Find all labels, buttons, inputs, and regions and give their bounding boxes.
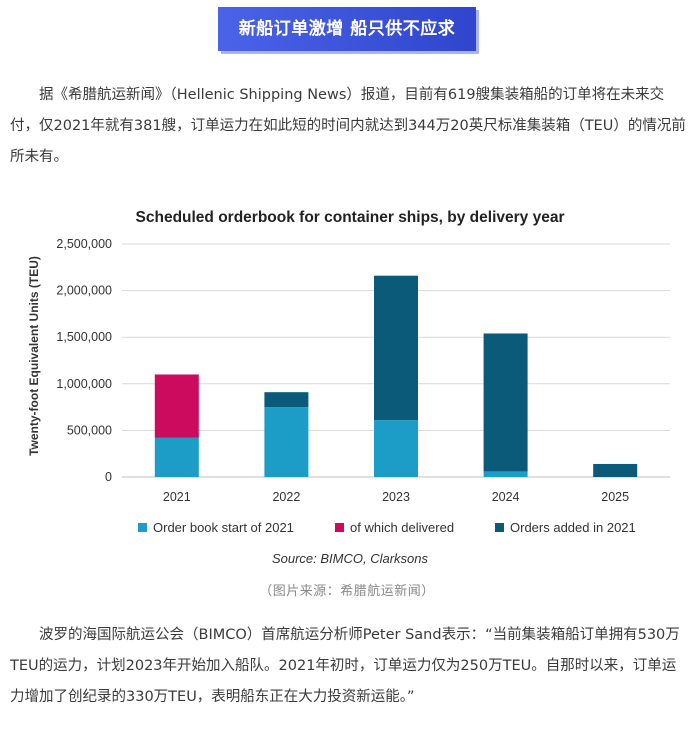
y-tick-label: 500,000 bbox=[67, 423, 112, 437]
headline-banner: 新船订单激增 船只供不应求 bbox=[218, 7, 476, 51]
image-caption: （图片来源：希腊航运新闻） bbox=[259, 584, 435, 599]
y-tick-label: 0 bbox=[105, 470, 112, 484]
x-tick-label: 2021 bbox=[163, 490, 191, 504]
legend-label: Order book start of 2021 bbox=[153, 520, 294, 535]
bar-segment bbox=[593, 463, 638, 477]
legend-label: of which delivered bbox=[350, 520, 454, 535]
bar-segment bbox=[483, 333, 528, 472]
legend-swatch bbox=[138, 523, 147, 532]
legend-swatch bbox=[495, 523, 504, 532]
x-tick-label: 2024 bbox=[492, 490, 520, 504]
x-tick-label: 2025 bbox=[601, 490, 629, 504]
bar-segment bbox=[154, 374, 199, 438]
headline-title: 新船订单激增 船只供不应求 bbox=[238, 19, 456, 39]
x-tick-label: 2022 bbox=[272, 490, 300, 504]
bar-segment bbox=[483, 471, 528, 477]
intro-paragraph: 据《希腊航运新闻》（Hellenic Shipping News）报道，目前有6… bbox=[10, 87, 686, 165]
bar-segment bbox=[374, 275, 418, 421]
legend-label: Orders added in 2021 bbox=[510, 520, 636, 535]
bar-segment bbox=[154, 437, 199, 477]
chart-source: Source: BIMCO, Clarksons bbox=[272, 551, 429, 566]
orderbook-chart: Scheduled orderbook for container ships,… bbox=[27, 209, 670, 566]
y-tick-label: 2,500,000 bbox=[56, 237, 112, 251]
y-tick-label: 1,500,000 bbox=[56, 330, 112, 344]
y-axis-label: Twenty-foot Equivalent Units (TEU) bbox=[27, 256, 41, 456]
y-tick-label: 1,000,000 bbox=[56, 377, 112, 391]
legend-swatch bbox=[335, 523, 344, 532]
y-tick-label: 2,000,000 bbox=[56, 284, 112, 298]
bar-segment bbox=[374, 420, 418, 477]
bar-segment bbox=[264, 392, 309, 408]
bar-segment bbox=[264, 407, 309, 477]
x-tick-label: 2023 bbox=[382, 490, 410, 504]
chart-title: Scheduled orderbook for container ships,… bbox=[136, 209, 565, 226]
analyst-quote-paragraph: 波罗的海国际航运公会（BIMCO）首席航运分析师Peter Sand表示：“当前… bbox=[10, 627, 680, 705]
